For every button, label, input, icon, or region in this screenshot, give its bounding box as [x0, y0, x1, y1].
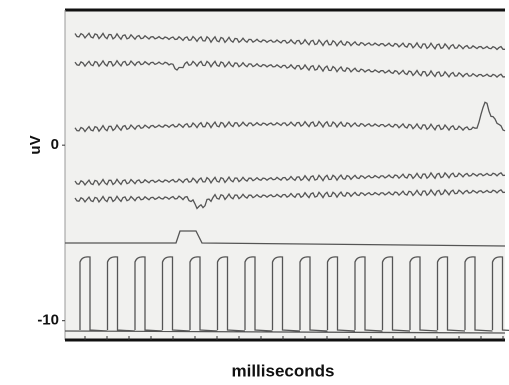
y-axis-label: uV: [27, 135, 44, 154]
chart: uV milliseconds 0 -10: [0, 0, 509, 385]
y-tick-label: -10: [37, 312, 59, 329]
y-tick-label: 0: [51, 136, 59, 153]
plot-area: [65, 10, 505, 340]
x-axis-label: milliseconds: [232, 361, 335, 380]
page: {"chart_data": {"type": "line", "ylabel"…: [0, 0, 509, 385]
